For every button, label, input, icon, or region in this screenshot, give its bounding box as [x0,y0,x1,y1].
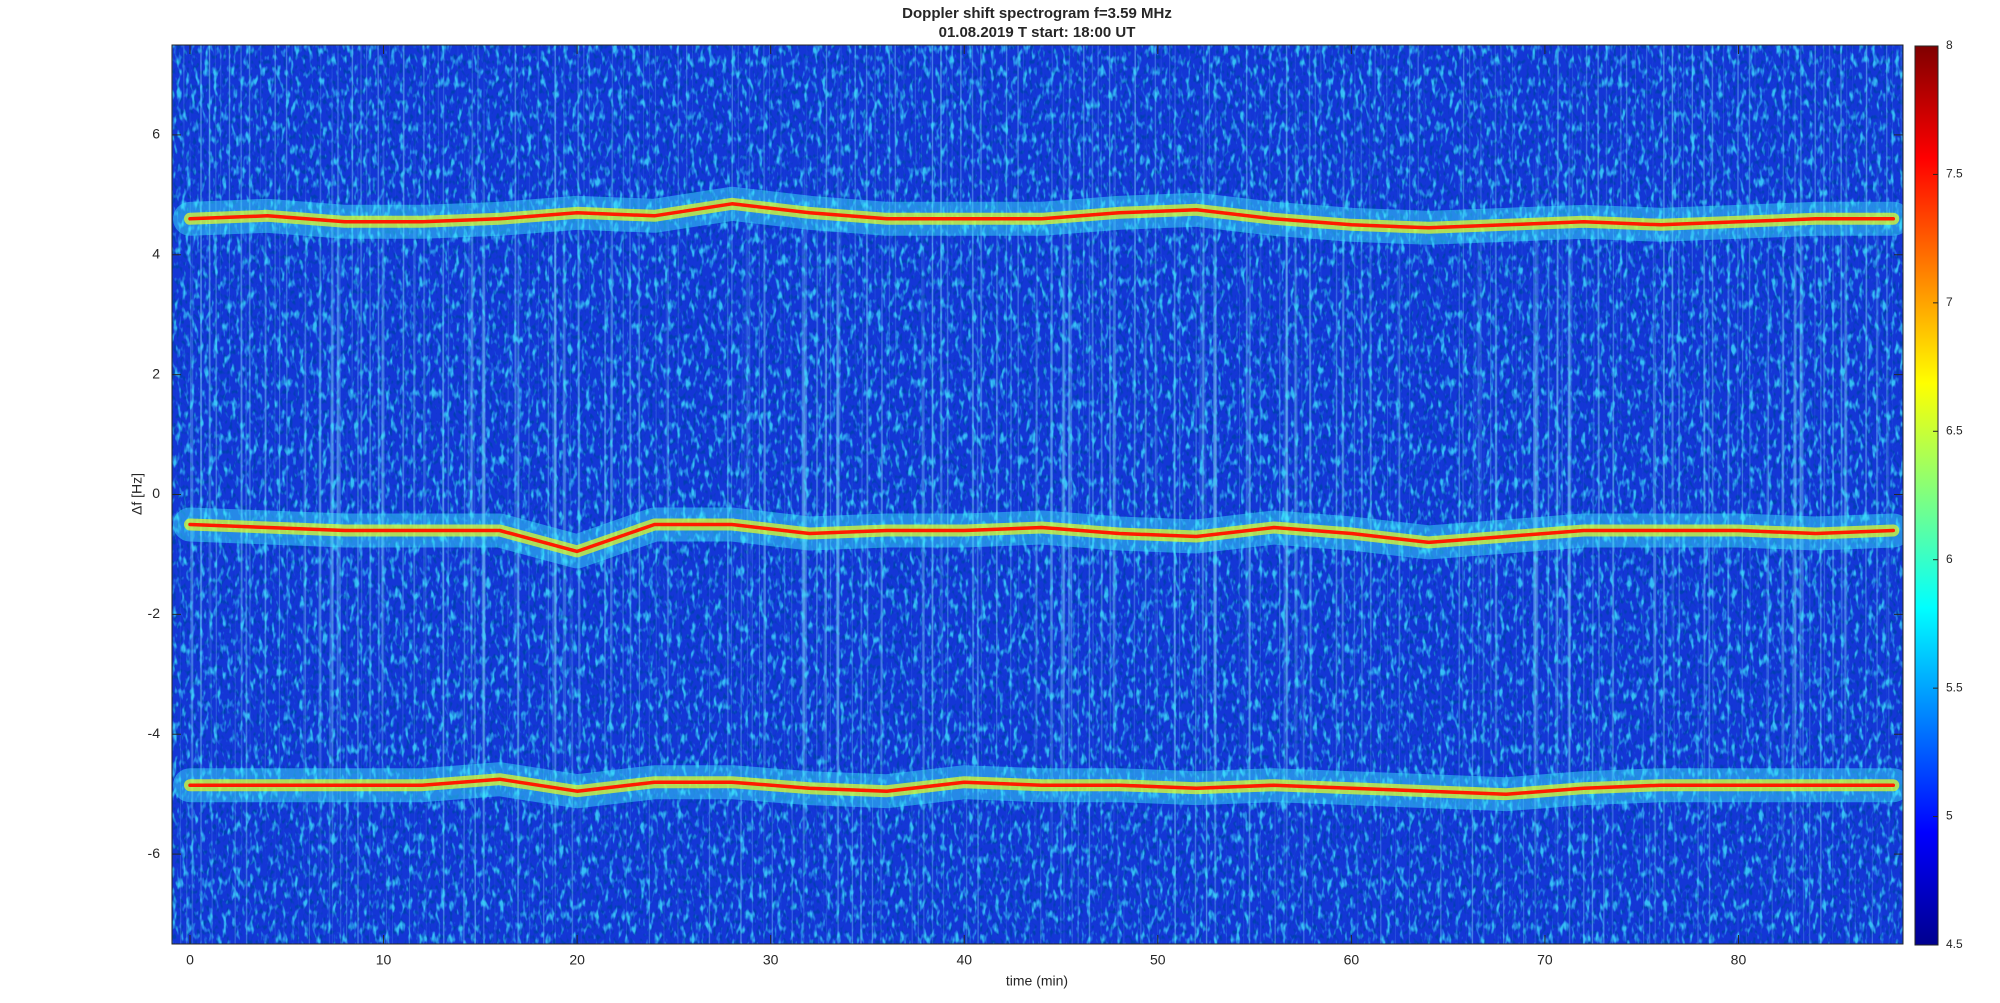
x-tick-label: 20 [569,952,585,968]
colorbar [1914,45,1939,946]
y-tick-label: -2 [148,605,161,621]
chart-title: Doppler shift spectrogram f=3.59 MHz [902,5,1172,22]
traces [173,186,1903,812]
y-tick-label: -6 [148,845,161,861]
colorbar-tick-label: 5.5 [1946,680,1963,694]
x-axis-label: time (min) [1006,973,1068,989]
trace-line [188,777,1896,796]
colorbar-tick-label: 5 [1946,809,1953,823]
colorbar-tick-label: 4.5 [1946,937,1963,951]
y-tick-label: 2 [152,365,160,381]
x-tick-label: 50 [1150,952,1166,968]
noise-bright [172,45,1903,944]
y-tick-label: 4 [152,245,160,261]
x-tick-label: 60 [1344,952,1360,968]
x-tick-label: 0 [186,952,194,968]
y-tick-label: 6 [152,126,160,142]
x-tick-label: 10 [376,952,392,968]
spectrogram-background [172,45,1903,944]
colorbar-tick-label: 6 [1946,552,1953,566]
colorbar-tick-label: 7 [1946,295,1953,309]
colorbar-tick-label: 6.5 [1946,423,1963,437]
x-tick-label: 80 [1731,952,1747,968]
y-axis-label: Δf [Hz] [129,473,145,515]
x-tick-label: 70 [1537,952,1553,968]
y-tick-label: 0 [152,485,160,501]
colorbar-tick-label: 7.5 [1946,167,1963,181]
colorbar-tick-label: 8 [1946,38,1953,52]
x-tick-label: 30 [763,952,779,968]
trace-line [188,522,1896,554]
trace-line [188,202,1896,230]
y-tick-label: -4 [148,725,161,741]
x-tick-label: 40 [956,952,972,968]
chart-subtitle: 01.08.2019 T start: 18:00 UT [939,24,1136,41]
